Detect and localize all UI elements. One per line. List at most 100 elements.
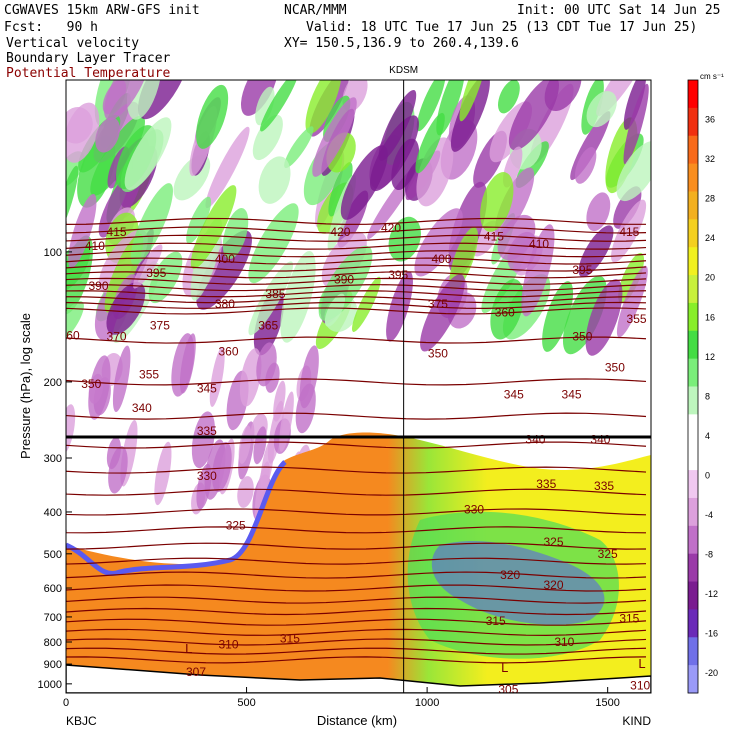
y-tick-label: 200 [44, 377, 62, 389]
theta-contour [66, 217, 647, 225]
velocity-cell [196, 84, 229, 149]
colorbar: 36 32 28 24 20 16 12 8 4 0 -4 -8 -12 -16 -20 [687, 79, 718, 694]
theta-contour [66, 607, 647, 616]
velocity-cell [66, 301, 84, 345]
colorbar-swatch [688, 414, 698, 443]
theta-contour [66, 542, 647, 550]
velocity-cell [623, 83, 649, 165]
velocity-cell [112, 345, 131, 412]
velocity-cell [295, 383, 316, 434]
model-title: CGWAVES 15km ARW-GFS init [4, 3, 200, 18]
colorbar-swatch [688, 609, 698, 638]
y-tick-label: 300 [44, 453, 62, 465]
theta-label: 385 [265, 287, 285, 301]
velocity-cell [616, 265, 648, 338]
theta-contour [66, 526, 647, 534]
velocity-cell [154, 441, 172, 506]
y-tick-label: 700 [44, 612, 62, 624]
theta-label: 310 [554, 635, 574, 649]
theta-label: 320 [500, 568, 520, 582]
theta-label: L [638, 656, 645, 671]
velocity-cell [239, 348, 262, 407]
velocity-cell [179, 333, 196, 394]
velocity-cell [480, 172, 514, 232]
colorbar-label: -8 [705, 550, 713, 560]
theta-label: 415 [619, 225, 639, 239]
theta-label: 390 [88, 279, 108, 293]
theta-contour [66, 234, 647, 242]
theta-label: 375 [150, 318, 170, 332]
theta-contour [66, 508, 647, 516]
theta-contour [66, 307, 647, 315]
velocity-cell [490, 279, 524, 340]
y-tick-label: 500 [44, 549, 62, 561]
bl-blue-fringe [66, 460, 287, 576]
theta-label: 325 [226, 519, 246, 533]
velocity-cell [104, 80, 151, 121]
field-boundary-layer-tracer: Boundary Layer Tracer [6, 51, 171, 66]
theta-contour [66, 628, 647, 636]
velocity-cell [106, 282, 146, 335]
theta-label: 415 [484, 229, 504, 243]
right-endpoint-label: KIND [622, 714, 651, 728]
velocity-cell [459, 80, 488, 122]
theta-contour [66, 466, 647, 474]
colorbar-label: 16 [705, 312, 715, 322]
x-tick-label: 500 [237, 697, 255, 709]
velocity-cell [66, 235, 93, 315]
y-tick-label: 1000 [38, 679, 62, 691]
theta-label: 410 [85, 239, 105, 253]
theta-label: 310 [218, 637, 238, 651]
theta-label: 355 [627, 312, 647, 326]
x-axis-label: Distance (km) [317, 713, 397, 728]
colorbar-label: -12 [705, 589, 718, 599]
field-potential-temperature: Potential Temperature [6, 66, 171, 81]
y-axis-label: Pressure (hPa), log scale [18, 313, 33, 459]
velocity-cell [562, 275, 607, 355]
velocity-cell [258, 156, 291, 204]
theta-label: 350 [81, 377, 101, 391]
theta-label: 340 [590, 433, 610, 447]
velocity-cell [252, 114, 283, 161]
theta-contour [66, 488, 647, 496]
theta-label: 400 [432, 252, 452, 266]
velocity-cell [386, 271, 413, 342]
theta-label: 340 [132, 401, 152, 415]
velocity-cell [196, 463, 212, 510]
velocity-cell [209, 347, 225, 407]
velocity-cell [616, 141, 651, 202]
colorbar-label: 4 [705, 431, 710, 441]
theta-label: 360 [60, 328, 80, 342]
colorbar-unit: cm s⁻¹ [700, 72, 724, 81]
terrain [66, 664, 651, 693]
y-tick-label: 400 [44, 507, 62, 519]
colorbar-swatch [688, 525, 698, 555]
velocity-cell [497, 214, 536, 261]
velocity-cell [312, 97, 357, 177]
velocity-cell [106, 437, 121, 470]
colorbar-swatch [688, 163, 698, 192]
velocity-cell [95, 117, 120, 153]
colorbar-swatch [688, 581, 698, 610]
velocity-cell [191, 411, 215, 469]
theta-label: 345 [504, 388, 524, 402]
velocity-cell [378, 89, 417, 161]
theta-contour [66, 296, 647, 304]
colorbar-swatch [688, 358, 698, 387]
theta-label: 355 [139, 367, 159, 381]
theta-label: 330 [464, 503, 484, 517]
colorbar-label: 0 [705, 470, 710, 480]
theta-contour [66, 264, 647, 272]
colorbar-label: 24 [705, 233, 715, 243]
theta-label: 315 [619, 611, 639, 625]
field-vertical-velocity: Vertical velocity [6, 36, 140, 51]
theta-contour [66, 571, 647, 579]
velocity-cell [420, 274, 465, 352]
theta-contour [66, 638, 647, 646]
velocity-cell [586, 91, 617, 128]
velocity-cell [133, 244, 163, 289]
theta-label: 400 [215, 252, 235, 266]
colorbar-label: 28 [705, 194, 715, 204]
